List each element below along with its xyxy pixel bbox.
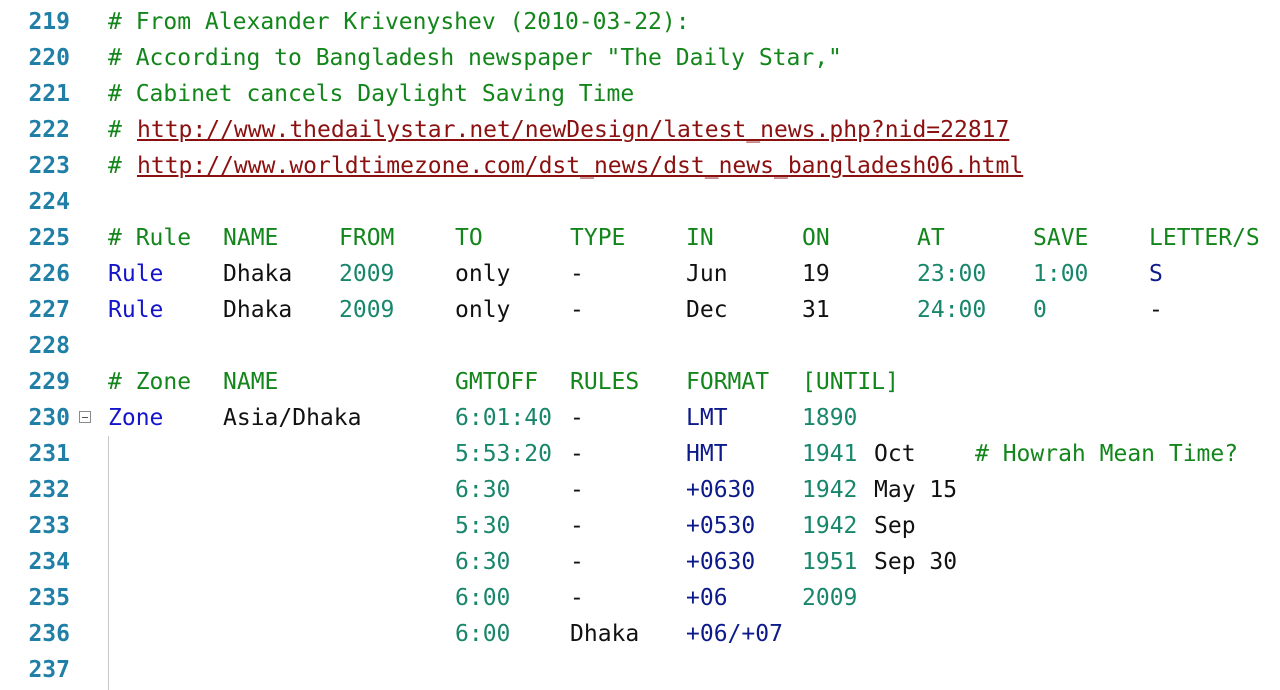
rule-name: Dhaka — [223, 261, 293, 287]
line-number: 229 — [28, 369, 70, 395]
rule-header-col: LETTER/S — [1149, 225, 1260, 251]
fold-minus-icon[interactable] — [79, 411, 91, 423]
line-number: 228 — [28, 333, 70, 359]
rule-save: 1:00 — [1033, 261, 1089, 287]
zone-gmtoff: 6:00 — [455, 621, 511, 647]
line-number: 230 — [28, 405, 70, 431]
rule-on: 31 — [802, 297, 830, 323]
line-number: 237 — [28, 657, 70, 683]
zone-until-rest: May 15 — [874, 477, 958, 503]
rule-at: 24:00 — [917, 297, 987, 323]
zone-until-year: 1941 — [802, 441, 858, 467]
zone-format: +0530 — [686, 513, 756, 539]
zone-until-year: 2009 — [802, 585, 858, 611]
zone-header-col: FORMAT — [686, 369, 770, 395]
rule-to: only — [455, 297, 511, 323]
zone-gmtoff: 6:01:40 — [455, 405, 552, 431]
line-number: 235 — [28, 585, 70, 611]
rule-on: 19 — [802, 261, 830, 287]
zone-header-col: GMTOFF — [455, 369, 539, 395]
rule-to: only — [455, 261, 511, 287]
rule-in: Dec — [686, 297, 728, 323]
rule-header-col: IN — [686, 225, 714, 251]
zone-rules: - — [570, 477, 584, 503]
rule-keyword: Rule — [108, 297, 164, 323]
line-number: 224 — [28, 189, 70, 215]
zone-format: HMT — [686, 441, 728, 467]
rule-header-col: FROM — [339, 225, 395, 251]
line-number: 232 — [28, 477, 70, 503]
zone-rules: - — [570, 513, 584, 539]
rule-type: - — [570, 261, 584, 287]
rule-type: - — [570, 297, 584, 323]
zone-until-year: 1942 — [802, 477, 858, 503]
comment-url-link[interactable]: http://www.worldtimezone.com/dst_news/ds… — [137, 153, 1024, 179]
line-number: 233 — [28, 513, 70, 539]
zone-gmtoff: 6:00 — [455, 585, 511, 611]
zone-until-year: 1951 — [802, 549, 858, 575]
rule-letter: - — [1149, 297, 1163, 323]
zone-format: +06/+07 — [686, 621, 783, 647]
comment-url-link[interactable]: http://www.thedailystar.net/newDesign/la… — [137, 117, 1010, 143]
comment-line: # According to Bangladesh newspaper "The… — [108, 45, 842, 71]
line-number: 222 — [28, 117, 70, 143]
zone-header-col: [UNTIL] — [802, 369, 899, 395]
rule-letter: S — [1149, 261, 1163, 287]
line-number: 223 — [28, 153, 70, 179]
zone-rules: - — [570, 405, 584, 431]
rule-header-col: TYPE — [570, 225, 626, 251]
rule-at: 23:00 — [917, 261, 987, 287]
rule-header-col: SAVE — [1033, 225, 1089, 251]
rule-keyword: Rule — [108, 261, 164, 287]
zone-gmtoff: 6:30 — [455, 549, 511, 575]
line-number: 221 — [28, 81, 70, 107]
rule-save: 0 — [1033, 297, 1047, 323]
rule-from: 2009 — [339, 261, 395, 287]
zone-format: +0630 — [686, 549, 756, 575]
zone-until-rest: Oct — [874, 441, 916, 467]
rule-header-col: AT — [917, 225, 945, 251]
zone-header-col: RULES — [570, 369, 640, 395]
rule-from: 2009 — [339, 297, 395, 323]
zone-header-col: NAME — [223, 369, 279, 395]
line-number: 225 — [28, 225, 70, 251]
zone-format: +0630 — [686, 477, 756, 503]
trailing-comment: # Howrah Mean Time? — [975, 441, 1239, 467]
zone-gmtoff: 6:30 — [455, 477, 511, 503]
zone-rules: - — [570, 441, 584, 467]
rule-in: Jun — [686, 261, 728, 287]
line-number: 236 — [28, 621, 70, 647]
zone-until-year: 1942 — [802, 513, 858, 539]
zone-rules: Dhaka — [570, 621, 640, 647]
zone-until-rest: Sep — [874, 513, 916, 539]
zone-gmtoff: 5:53:20 — [455, 441, 552, 467]
rule-header-col: NAME — [223, 225, 279, 251]
rule-header-col: ON — [802, 225, 830, 251]
zone-format: +06 — [686, 585, 728, 611]
line-number: 220 — [28, 45, 70, 71]
line-number: 231 — [28, 441, 70, 467]
line-number: 226 — [28, 261, 70, 287]
zone-until-year: 1890 — [802, 405, 858, 431]
zone-format: LMT — [686, 405, 728, 431]
comment-line: # Cabinet cancels Daylight Saving Time — [108, 81, 635, 107]
rule-header-col: TO — [455, 225, 483, 251]
line-number: 234 — [28, 549, 70, 575]
comment-line: # From Alexander Krivenyshev (2010-03-22… — [108, 9, 690, 35]
zone-header-col: # Zone — [108, 369, 192, 395]
zone-keyword: Zone — [108, 405, 164, 431]
zone-name: Asia/Dhaka — [223, 405, 362, 431]
rule-name: Dhaka — [223, 297, 293, 323]
zone-until-rest: Sep 30 — [874, 549, 958, 575]
rule-header-col: # Rule — [108, 225, 192, 251]
line-number: 227 — [28, 297, 70, 323]
zone-rules: - — [570, 549, 584, 575]
line-number: 219 — [28, 9, 70, 35]
comment-hash: # — [108, 117, 122, 143]
fold-guide-line — [108, 436, 109, 690]
comment-hash: # — [108, 153, 122, 179]
zone-rules: - — [570, 585, 584, 611]
zone-gmtoff: 5:30 — [455, 513, 511, 539]
